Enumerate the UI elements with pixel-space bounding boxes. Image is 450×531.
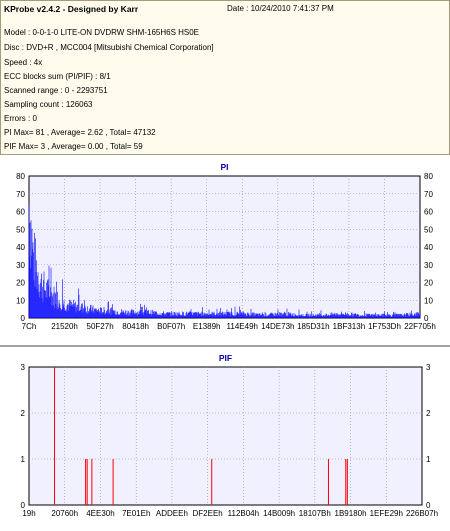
y-tick-label-right: 60 xyxy=(424,208,433,217)
y-tick-label-right: 3 xyxy=(426,363,431,372)
x-tick-label: B0F07h xyxy=(157,322,185,331)
y-tick-label-right: 10 xyxy=(424,296,433,305)
panel-separator xyxy=(0,345,450,347)
x-tick-label: 1B9180h xyxy=(335,509,367,518)
y-tick-label-right: 70 xyxy=(424,190,433,199)
y-tick-label-right: 40 xyxy=(424,243,433,252)
y-tick-label-left: 10 xyxy=(16,296,25,305)
pi-stats: PI Max= 81 , Average= 2.62 , Total= 4713… xyxy=(4,128,156,137)
x-tick-label: 7Ch xyxy=(22,322,37,331)
x-tick-label: 19h xyxy=(22,509,35,518)
x-tick-label: 80418h xyxy=(122,322,149,331)
scanned-range: Scanned range : 0 - 2293751 xyxy=(4,86,108,95)
x-tick-label: 50F27h xyxy=(87,322,114,331)
plot-area xyxy=(29,367,422,505)
y-tick-label-right: 2 xyxy=(426,409,431,418)
ecc-blocks: ECC blocks sum (PI/PIF) : 8/1 xyxy=(4,72,111,81)
y-tick-label-left: 50 xyxy=(16,225,25,234)
y-tick-label-left: 40 xyxy=(16,243,25,252)
y-tick-label-left: 20 xyxy=(16,279,25,288)
y-tick-label-left: 1 xyxy=(21,455,26,464)
x-tick-label: 22F705h xyxy=(404,322,436,331)
x-tick-label: 114E49h xyxy=(227,322,258,331)
x-tick-label: 18107Bh xyxy=(299,509,331,518)
y-tick-label-right: 1 xyxy=(426,455,431,464)
x-tick-label: DF2EEh xyxy=(193,509,223,518)
x-tick-label: E1389h xyxy=(193,322,221,331)
x-tick-label: 112B04h xyxy=(228,509,259,518)
y-tick-label-left: 3 xyxy=(21,363,26,372)
x-tick-label: 7E01Eh xyxy=(122,509,150,518)
x-tick-label: 14B009h xyxy=(263,509,295,518)
sampling-count: Sampling count : 126063 xyxy=(4,100,93,109)
x-tick-label: 21520h xyxy=(51,322,78,331)
x-tick-label: ADDEEh xyxy=(156,509,188,518)
x-tick-label: 1BF313h xyxy=(333,322,365,331)
x-tick-label: 14DE73h xyxy=(261,322,294,331)
pif-stats: PIF Max= 3 , Average= 0.00 , Total= 59 xyxy=(4,142,143,151)
y-tick-label-right: 20 xyxy=(424,279,433,288)
x-tick-label: 4EE30h xyxy=(86,509,114,518)
y-tick-label-left: 80 xyxy=(16,172,25,181)
y-tick-label-right: 80 xyxy=(424,172,433,181)
drive-model: Model : 0-0-1-0 LITE-ON DVDRW SHM-165H6S… xyxy=(4,28,199,37)
y-tick-label-right: 50 xyxy=(424,225,433,234)
app-title: KProbe v2.4.2 - Designed by Karr xyxy=(4,4,138,14)
y-tick-label-left: 60 xyxy=(16,208,25,217)
y-tick-label-left: 70 xyxy=(16,190,25,199)
disc-info: Disc : DVD+R , MCC004 [Mitsubishi Chemic… xyxy=(4,43,214,52)
y-tick-label-left: 30 xyxy=(16,261,25,270)
errors-count: Errors : 0 xyxy=(4,114,37,123)
x-tick-label: 1EFE29h xyxy=(370,509,403,518)
x-tick-label: 20760h xyxy=(51,509,78,518)
chart-title: PIF xyxy=(219,353,232,363)
x-tick-label: 185D31h xyxy=(297,322,329,331)
info-panel: KProbe v2.4.2 - Designed by Karr Date : … xyxy=(0,0,450,155)
chart-title: PI xyxy=(220,162,228,172)
y-tick-label-left: 2 xyxy=(21,409,26,418)
scan-speed: Speed : 4x xyxy=(4,58,42,67)
scan-date: Date : 10/24/2010 7:41:37 PM xyxy=(227,4,334,13)
x-tick-label: 226B07h xyxy=(406,509,438,518)
x-tick-label: 1F753Dh xyxy=(368,322,401,331)
y-tick-label-right: 30 xyxy=(424,261,433,270)
